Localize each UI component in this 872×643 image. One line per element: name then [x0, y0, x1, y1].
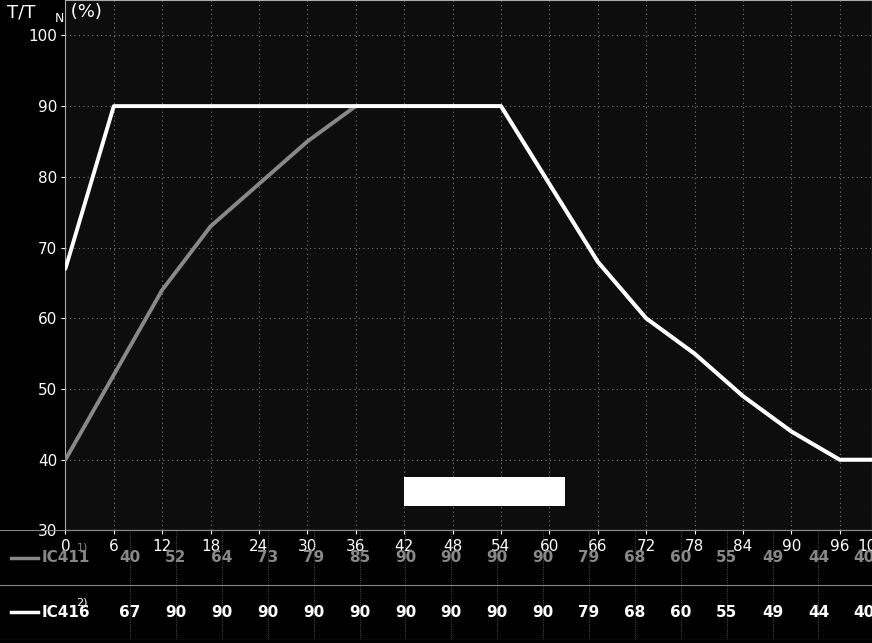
Text: 73: 73 [257, 550, 278, 565]
Text: (%): (%) [65, 3, 102, 21]
Text: 52: 52 [165, 550, 187, 565]
Text: 90: 90 [487, 605, 508, 620]
Text: 90: 90 [533, 605, 554, 620]
Text: 79: 79 [578, 605, 600, 620]
Text: 1): 1) [77, 543, 88, 553]
Text: 67: 67 [119, 605, 140, 620]
Text: N: N [55, 12, 65, 24]
Text: T/T: T/T [7, 3, 36, 21]
Text: 90: 90 [440, 605, 462, 620]
Text: 90: 90 [303, 605, 324, 620]
Text: 90: 90 [395, 550, 416, 565]
Text: 90: 90 [395, 605, 416, 620]
Text: 49: 49 [762, 605, 783, 620]
Text: IC416: IC416 [42, 605, 91, 620]
Text: 68: 68 [624, 605, 645, 620]
Text: 44: 44 [807, 550, 829, 565]
Text: 49: 49 [762, 550, 783, 565]
Text: 40: 40 [854, 605, 872, 620]
Bar [404, 477, 565, 506]
Text: 64: 64 [211, 550, 233, 565]
Text: 40: 40 [854, 550, 872, 565]
Text: 60: 60 [670, 605, 691, 620]
Text: IC411: IC411 [42, 550, 91, 565]
Text: 79: 79 [578, 550, 600, 565]
Text: 90: 90 [257, 605, 278, 620]
Text: 90: 90 [487, 550, 508, 565]
Text: 90: 90 [211, 605, 233, 620]
Text: 79: 79 [303, 550, 324, 565]
Text: 55: 55 [716, 550, 738, 565]
Text: 60: 60 [670, 550, 691, 565]
Text: 55: 55 [716, 605, 738, 620]
Text: 90: 90 [166, 605, 187, 620]
Text: 85: 85 [349, 550, 370, 565]
Text: 90: 90 [533, 550, 554, 565]
Text: 90: 90 [440, 550, 462, 565]
Text: 68: 68 [624, 550, 645, 565]
Text: 2): 2) [77, 597, 88, 608]
Text: 90: 90 [349, 605, 370, 620]
Text: 44: 44 [807, 605, 829, 620]
Text: 40: 40 [119, 550, 140, 565]
